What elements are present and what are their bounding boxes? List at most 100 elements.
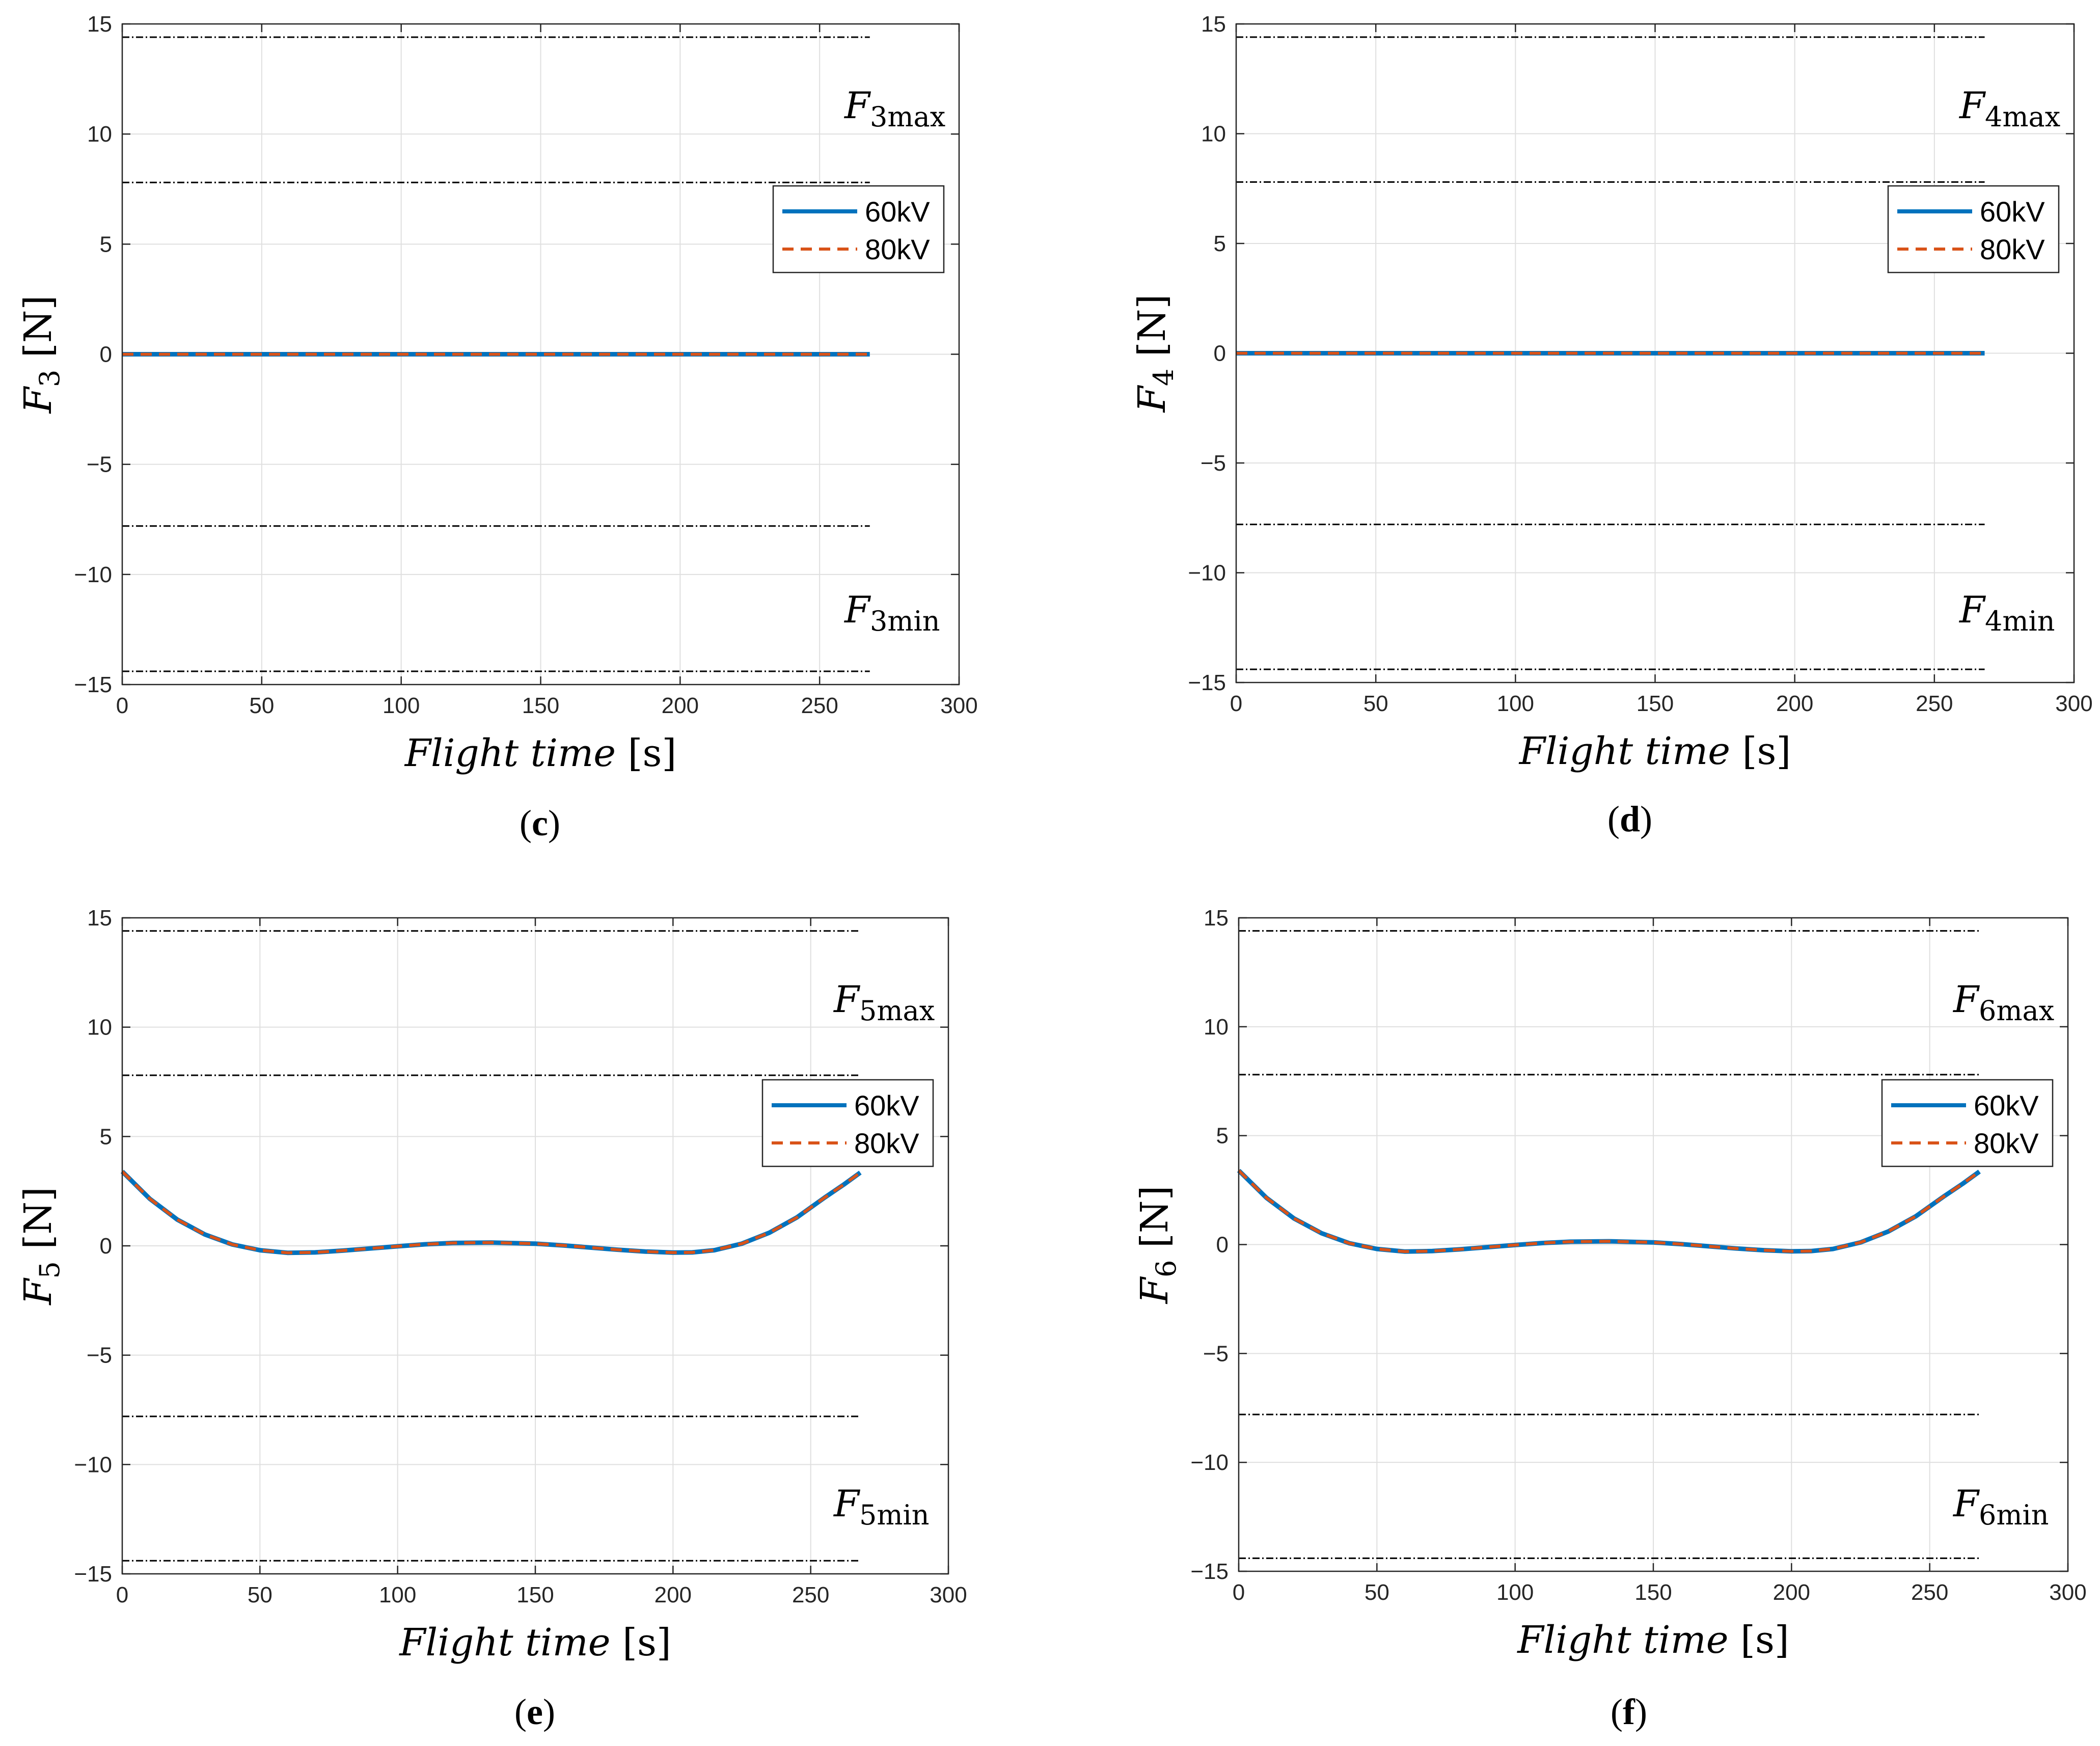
bound-min-label: F3min [843,588,940,637]
bound-min-label: F4min [1958,588,2055,637]
x-tick-label: 250 [801,693,838,718]
bound-max-label: F6max [1952,978,2054,1027]
chart-panel-e: 0 50 100 150 200 250 300151050−5−10−15F5maxF5m… [16,906,967,1732]
x-tick-label: 200 [662,693,699,718]
series-line-80kV [1237,1169,1981,1253]
legend-label: 80kV [1980,233,2045,265]
svg-text:F4 [N]: F4 [N] [1130,294,1180,414]
y-tick-label: 0 [100,342,112,367]
x-axis-label: Flight time [s] [404,731,677,775]
x-tick-label: 200 [1776,691,1813,716]
y-tick-label: −5 [1201,451,1226,476]
y-tick-label: 15 [1204,906,1229,931]
x-tick-label: 50 [1365,1580,1389,1605]
y-tick-label: 15 [87,12,112,37]
bound-min-label: F6min [1952,1482,2049,1531]
y-tick-label: 15 [1201,12,1226,37]
panel-label: (f) [1611,1692,1647,1732]
x-tick-label: 150 [1634,1580,1672,1605]
x-tick-label: 250 [1916,691,1953,716]
legend-label: 60kV [1980,196,2045,228]
x-tick-label: 300 [940,693,977,718]
legend-label: 80kV [865,233,930,265]
x-tick-label: 200 [654,1583,692,1607]
legend-box [772,185,945,274]
y-tick-label: −15 [1188,670,1226,695]
panel-label: (e) [514,1692,555,1732]
y-tick-label: −5 [1203,1341,1229,1366]
y-tick-label: 5 [100,1124,112,1149]
y-axis-label: F4 [N] [1130,294,1180,414]
bound-max-label: F5max [833,978,935,1027]
y-tick-label: 10 [87,122,112,147]
series-line-80kV [121,1170,861,1254]
legend-label: 80kV [854,1127,919,1159]
x-tick-label: 250 [792,1583,829,1607]
legend-label: 80kV [1974,1127,2039,1159]
y-tick-label: 10 [1201,122,1226,147]
svg-text:F5 [N]: F5 [N] [16,1187,66,1306]
legend: 60kV 80kV [772,185,945,274]
legend: 60kV 80kV [1887,185,2060,274]
x-tick-label: 100 [1496,1580,1534,1605]
legend-label: 60kV [865,196,930,228]
x-tick-label: 0 [116,1583,128,1607]
svg-text:F3 [N]: F3 [N] [16,295,66,415]
axes-frame [121,917,949,1575]
x-tick-label: 0 [1230,691,1242,716]
y-tick-label: 0 [1214,341,1226,366]
legend-box [1887,185,2060,274]
y-tick-label: −5 [87,1343,112,1368]
y-tick-label: −15 [1190,1559,1229,1584]
y-axis-label: F6 [N] [1133,1186,1182,1305]
y-tick-label: 5 [1214,231,1226,256]
chart-panel-c: 0 50 100 150 200 250 300151050−5−10−15F3maxF3m… [16,12,978,843]
chart-panel-f: 0 50 100 150 200 250 300151050−5−10−15F6maxF6m… [1133,906,2087,1732]
legend-label: 60kV [854,1089,919,1122]
x-axis-label: Flight time [s] [1516,1618,1789,1662]
bound-min-label: F5min [833,1482,930,1531]
x-tick-label: 200 [1773,1580,1810,1605]
svg-text:F6 [N]: F6 [N] [1133,1186,1182,1305]
chart-panel-d: 0 50 100 150 200 250 300151050−5−10−15F4maxF4m… [1130,12,2093,839]
legend-box [1881,1079,2054,1167]
y-tick-label: 5 [100,232,112,257]
x-axis-label: Flight time [s] [1518,729,1791,773]
panel-label: (c) [520,803,560,843]
y-tick-label: 0 [1216,1233,1229,1258]
y-tick-label: −10 [1188,561,1226,586]
bound-max-label: F4max [1958,84,2060,133]
y-tick-label: −15 [74,1562,112,1587]
x-tick-label: 100 [383,693,420,718]
x-tick-label: 150 [1637,691,1674,716]
x-tick-label: 0 [116,693,128,718]
x-tick-label: 0 [1233,1580,1245,1605]
axes-frame [121,23,960,686]
y-axis-label: F3 [N] [16,295,66,415]
y-tick-label: −15 [74,672,112,697]
y-tick-label: 5 [1216,1124,1229,1149]
y-tick-label: −10 [74,562,112,587]
x-tick-label: 150 [516,1583,554,1607]
x-tick-label: 300 [930,1583,967,1607]
legend: 60kV 80kV [1881,1079,2054,1167]
axes-frame [1238,917,2069,1572]
x-tick-label: 250 [1911,1580,1948,1605]
x-tick-label: 150 [522,693,559,718]
x-tick-label: 100 [1497,691,1534,716]
y-tick-label: 10 [1204,1015,1229,1040]
y-axis-label: F5 [N] [16,1187,66,1306]
y-tick-label: 15 [87,906,112,931]
x-axis-label: Flight time [s] [398,1621,671,1665]
x-tick-label: 300 [2049,1580,2086,1605]
x-tick-label: 50 [248,1583,272,1607]
axes-frame [1235,23,2075,684]
y-tick-label: 10 [87,1015,112,1040]
x-tick-label: 100 [379,1583,416,1607]
y-tick-label: −10 [74,1452,112,1477]
legend-label: 60kV [1974,1089,2039,1122]
panel-label: (d) [1607,799,1652,839]
bound-max-label: F3max [843,84,945,133]
legend: 60kV 80kV [761,1079,934,1167]
